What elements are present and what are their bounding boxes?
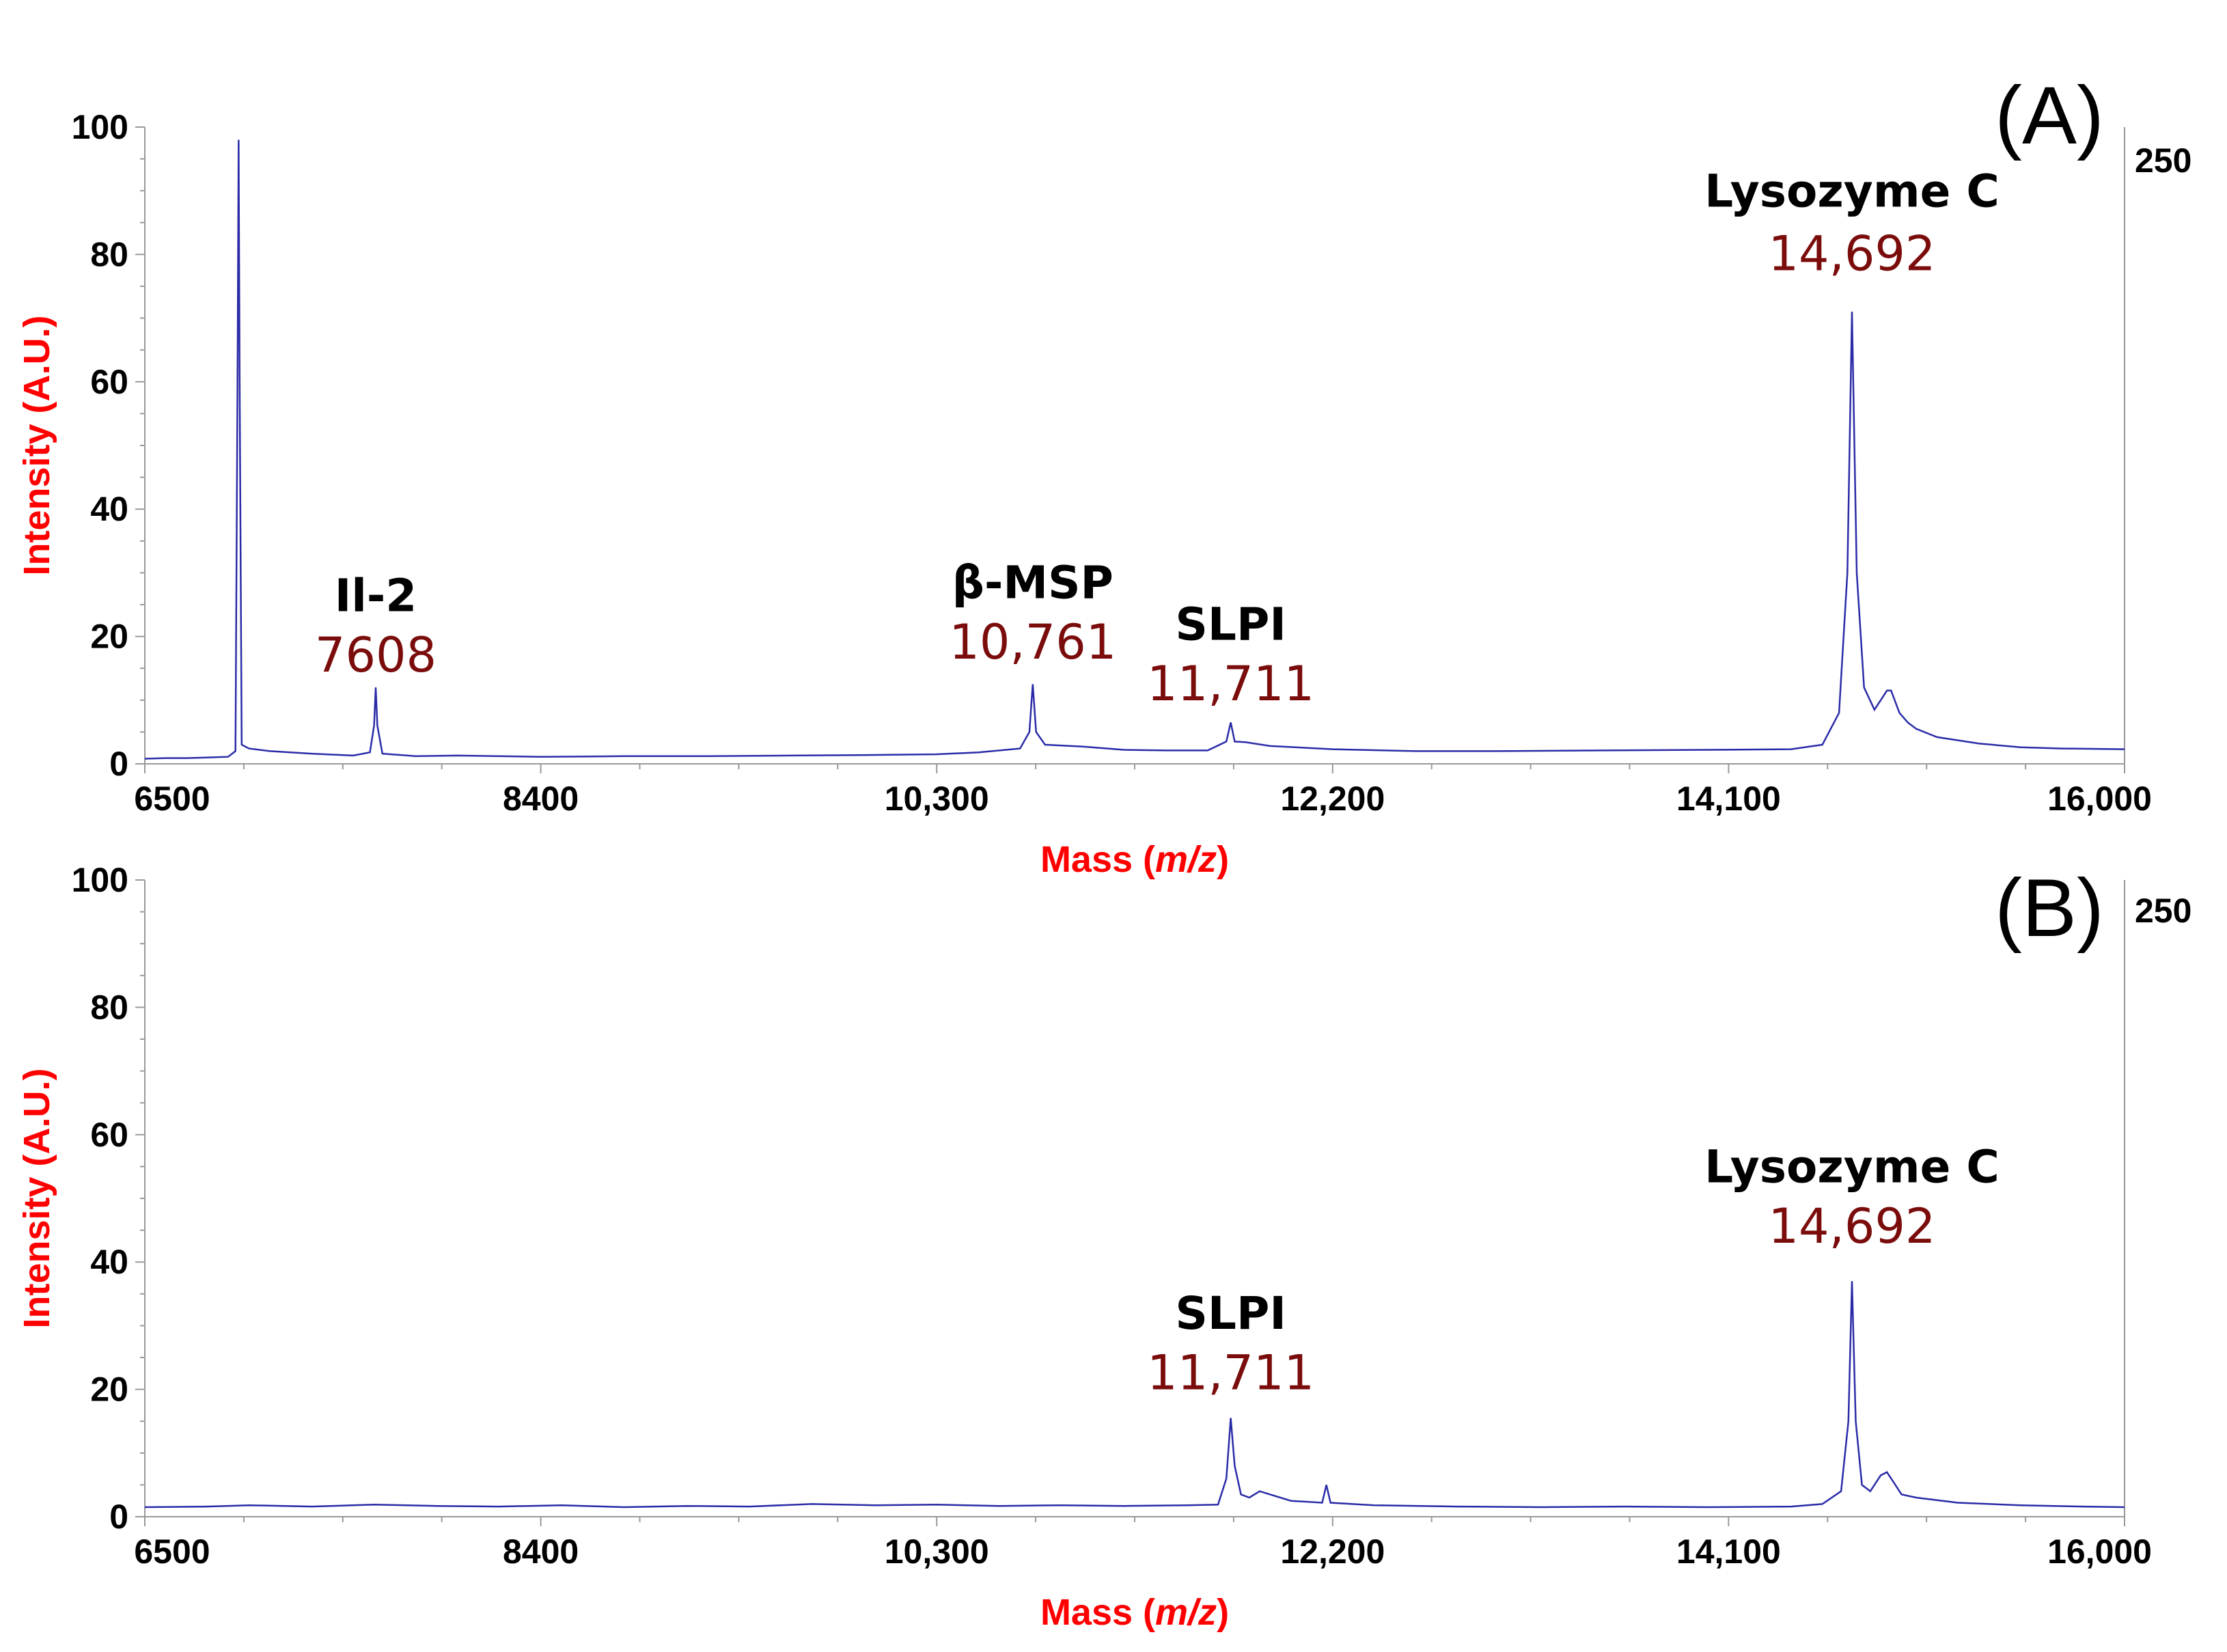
peak-mass-label: 6950 (178, 0, 299, 5)
y-tick-label: 60 (90, 363, 128, 401)
y-tick-label: 100 (72, 108, 128, 146)
peak-mass-label: 11,711 (1147, 656, 1314, 712)
right-axis-max-label: 250 (2135, 892, 2191, 930)
right-axis-max-label: 250 (2135, 141, 2191, 180)
peak-mass-label: 11,711 (1147, 1345, 1314, 1401)
x-tick-labels: 6500 8400 10,300 12,200 14,100 16,000 (134, 780, 2152, 818)
peak-name-label: Lysozyme C (1704, 165, 2000, 218)
x-tick-label: 16,000 (2047, 780, 2152, 818)
x-axis-label: Mass (m/z) (1040, 839, 1229, 880)
y-tick-label: 100 (72, 861, 128, 899)
peak-mass-label: 7608 (315, 627, 437, 683)
y-axis-label: Intensity (A.U.) (16, 315, 57, 575)
x-tick-label: 16,000 (2047, 1532, 2152, 1571)
spectrum-line (144, 139, 2125, 760)
peak-mass-label: 10,761 (949, 614, 1116, 670)
peak-mass-label: 14,692 (1769, 226, 1936, 282)
x-tick-labels: 6500 8400 10,300 12,200 14,100 16,000 (134, 1532, 2152, 1571)
x-tick-label: 14,100 (1676, 1532, 1781, 1571)
y-axis-label: Intensity (A.U.) (16, 1068, 57, 1328)
y-tick-label: 20 (90, 1371, 128, 1409)
peak-annotations: Peptide P-D6950Il-27608β-MSP10,761SLPI11… (178, 0, 2000, 712)
panel-a: 0 20 40 60 80 100 6500 8400 10,300 12,200 14,100 1… (16, 0, 2191, 880)
peak-mass-label: 14,692 (1769, 1198, 1936, 1254)
panel-b: 0 20 40 60 80 100 6500 8400 10,300 12,200 14,100 1… (16, 861, 2191, 1633)
y-tick-label: 40 (90, 1243, 128, 1281)
x-tick-label: 6500 (134, 1532, 210, 1571)
y-tick-label: 80 (90, 988, 128, 1026)
peak-name-label: Il-2 (335, 569, 417, 622)
spectrum-line (144, 1281, 2125, 1509)
x-tick-label: 10,300 (885, 780, 989, 818)
y-tick-label: 80 (90, 235, 128, 273)
x-tick-label: 8400 (503, 1532, 579, 1571)
y-tick-label: 0 (109, 745, 128, 783)
panel-label: (B) (1995, 862, 2104, 954)
y-tick-label: 0 (109, 1498, 128, 1536)
tick-marks (135, 126, 2125, 773)
tick-marks (135, 879, 2125, 1526)
x-axis-label: Mass (m/z) (1040, 1592, 1229, 1633)
peak-name-label: SLPI (1175, 1287, 1286, 1340)
x-tick-label: 14,100 (1676, 780, 1781, 818)
x-tick-label: 12,200 (1280, 780, 1385, 818)
peak-name-label: Lysozyme C (1704, 1141, 2000, 1194)
x-tick-label: 10,300 (885, 1532, 989, 1571)
y-tick-label: 60 (90, 1116, 128, 1154)
y-tick-label: 20 (90, 618, 128, 656)
x-tick-label: 8400 (503, 780, 579, 818)
y-tick-labels: 0 20 40 60 80 100 (72, 108, 128, 783)
peak-name-label: SLPI (1175, 598, 1286, 650)
y-tick-label: 40 (90, 490, 128, 528)
x-tick-label: 12,200 (1280, 1532, 1385, 1571)
panel-label: (A) (1995, 70, 2104, 161)
y-tick-labels: 0 20 40 60 80 100 (72, 861, 128, 1536)
peak-name-label: β-MSP (952, 557, 1114, 609)
x-tick-label: 6500 (134, 780, 210, 818)
